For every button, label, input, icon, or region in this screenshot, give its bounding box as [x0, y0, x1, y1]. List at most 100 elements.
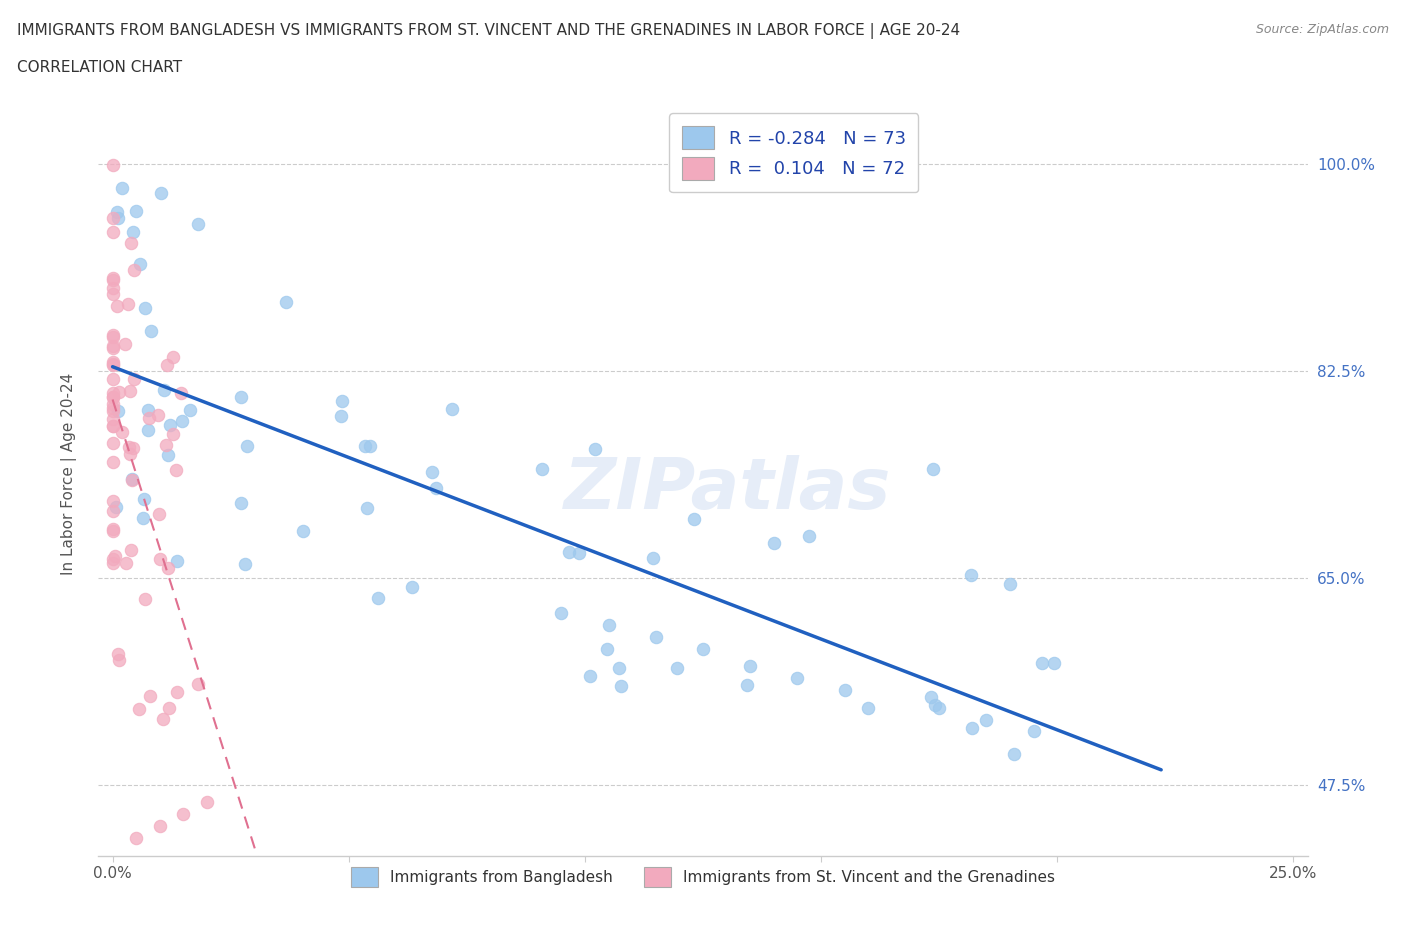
Point	[101, 418, 124, 433]
Point	[155, 438, 177, 453]
Point	[122, 372, 145, 387]
Point	[104, 549, 127, 564]
Point	[107, 404, 129, 418]
Text: CORRELATION CHART: CORRELATION CHART	[17, 60, 181, 75]
Point	[928, 700, 950, 715]
Point	[101, 390, 124, 405]
Point	[122, 263, 145, 278]
Point	[115, 555, 138, 570]
Point	[330, 393, 353, 408]
Point	[1043, 655, 1066, 670]
Point	[1031, 656, 1053, 671]
Point	[101, 281, 124, 296]
Point	[120, 542, 142, 557]
Point	[128, 257, 150, 272]
Point	[125, 830, 148, 845]
Point	[1002, 747, 1025, 762]
Point	[101, 157, 124, 172]
Point	[121, 472, 143, 487]
Point	[797, 528, 820, 543]
Point	[101, 339, 124, 353]
Text: Source: ZipAtlas.com: Source: ZipAtlas.com	[1256, 23, 1389, 36]
Point	[166, 685, 188, 700]
Point	[101, 357, 124, 372]
Point	[165, 463, 187, 478]
Point	[156, 447, 179, 462]
Point	[179, 403, 201, 418]
Point	[103, 271, 125, 286]
Point	[329, 408, 352, 423]
Point	[134, 591, 156, 606]
Point	[136, 403, 159, 418]
Point	[644, 630, 666, 644]
Point	[103, 551, 125, 566]
Point	[166, 553, 188, 568]
Point	[1022, 724, 1045, 739]
Legend: Immigrants from Bangladesh, Immigrants from St. Vincent and the Grenadines: Immigrants from Bangladesh, Immigrants f…	[340, 857, 1066, 897]
Point	[101, 340, 124, 355]
Point	[187, 677, 209, 692]
Text: ZIPatlas: ZIPatlas	[564, 455, 891, 524]
Point	[101, 503, 124, 518]
Point	[157, 700, 180, 715]
Point	[609, 678, 631, 693]
Point	[101, 400, 124, 415]
Point	[665, 660, 688, 675]
Point	[420, 464, 443, 479]
Point	[114, 336, 136, 351]
Point	[187, 216, 209, 231]
Point	[683, 512, 706, 526]
Point	[858, 700, 880, 715]
Point	[641, 550, 664, 565]
Point	[117, 297, 139, 312]
Point	[136, 422, 159, 437]
Point	[101, 356, 124, 371]
Point	[107, 385, 129, 400]
Point	[156, 357, 179, 372]
Point	[121, 441, 143, 456]
Point	[132, 492, 155, 507]
Point	[138, 411, 160, 426]
Point	[139, 324, 162, 339]
Point	[101, 522, 124, 537]
Point	[353, 438, 375, 453]
Point	[162, 426, 184, 441]
Point	[737, 678, 759, 693]
Point	[233, 556, 256, 571]
Point	[139, 688, 162, 703]
Point	[367, 591, 389, 605]
Point	[598, 618, 620, 632]
Point	[922, 461, 945, 476]
Point	[920, 690, 942, 705]
Y-axis label: In Labor Force | Age 20-24: In Labor Force | Age 20-24	[60, 373, 77, 576]
Point	[101, 455, 124, 470]
Point	[607, 660, 630, 675]
Point	[998, 577, 1021, 591]
Point	[134, 300, 156, 315]
Point	[153, 383, 176, 398]
Point	[148, 507, 170, 522]
Point	[550, 605, 572, 620]
Point	[149, 818, 172, 833]
Point	[291, 524, 314, 538]
Point	[356, 500, 378, 515]
Point	[149, 186, 172, 201]
Point	[101, 435, 124, 450]
Point	[924, 698, 946, 712]
Point	[101, 210, 124, 225]
Point	[101, 329, 124, 344]
Point	[596, 642, 619, 657]
Point	[274, 294, 297, 309]
Point	[121, 472, 143, 486]
Point	[170, 385, 193, 400]
Point	[110, 424, 132, 439]
Point	[101, 371, 124, 386]
Point	[101, 224, 124, 239]
Point	[101, 286, 124, 301]
Point	[122, 225, 145, 240]
Point	[152, 711, 174, 726]
Point	[118, 440, 141, 455]
Point	[530, 461, 553, 476]
Point	[763, 536, 786, 551]
Point	[132, 511, 155, 525]
